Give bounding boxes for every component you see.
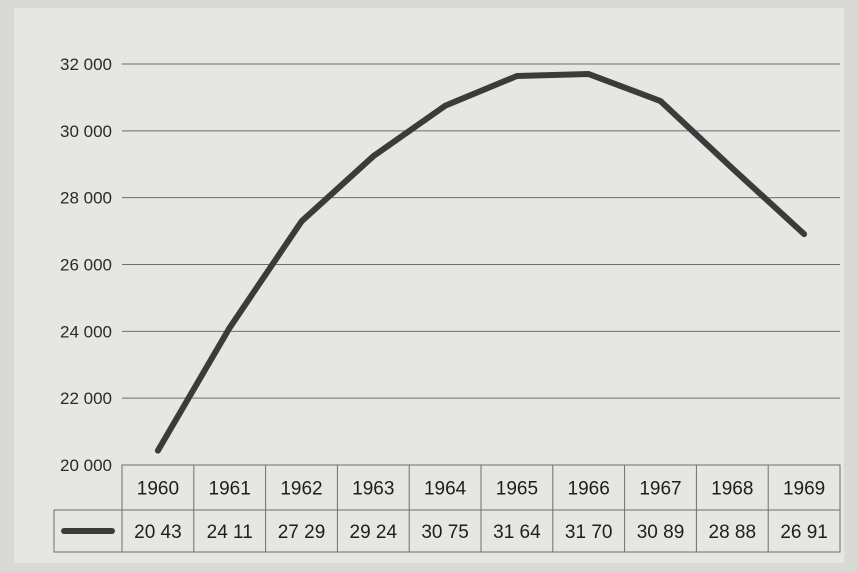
data-table: 1960 1961 1962 1963 1964 1965 1966 1967 1968 1969… [53,464,841,553]
series-line-layer [154,71,808,454]
data-point [802,232,807,237]
data-value-label: 27 29 [278,522,326,543]
y-tick-label: 22 000 [60,389,112,408]
data-point [658,99,663,104]
x-category-label: 1964 [424,479,467,500]
y-axis-ticks: 20 000 22 000 24 000 26 000 28 000 30 000 32 0… [60,55,112,475]
data-point [155,448,160,453]
y-tick-label: 32 000 [60,55,112,74]
data-point [443,103,448,108]
data-value-label: 31 70 [565,522,613,543]
data-value-label: 30 89 [637,522,685,543]
data-value-label: 26 91 [780,522,828,543]
chart-background [14,8,844,563]
y-tick-label: 24 000 [60,322,112,341]
data-point [227,325,232,330]
x-category-label: 1968 [711,479,753,500]
data-value-label: 28 88 [709,522,757,543]
data-value-label: 29 24 [350,522,398,543]
x-category-label: 1965 [496,479,538,500]
data-point [371,154,376,159]
data-point [730,166,735,171]
y-tick-label: 20 000 [60,456,112,475]
data-value-label: 30 75 [421,522,469,543]
data-point [514,74,519,79]
y-tick-label: 30 000 [60,122,112,141]
data-value-label: 24 11 [207,522,253,543]
data-point [299,219,304,224]
x-category-label: 1969 [783,479,825,500]
y-tick-label: 26 000 [60,256,112,275]
data-value-label: 20 43 [134,522,182,543]
data-point [586,72,591,77]
x-category-label: 1961 [209,479,251,500]
data-value-label: 31 64 [493,522,541,543]
series-line [154,71,808,454]
x-category-label: 1962 [280,479,322,500]
x-category-label: 1963 [352,479,394,500]
x-category-label: 1967 [639,479,681,500]
x-category-label: 1960 [137,479,179,500]
y-tick-label: 28 000 [60,189,112,208]
x-category-label: 1966 [568,479,610,500]
